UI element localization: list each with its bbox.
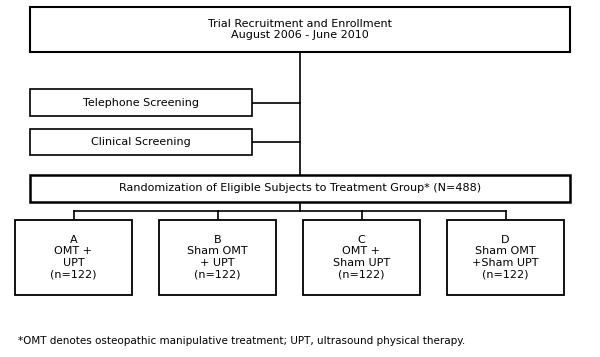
FancyBboxPatch shape [159, 220, 276, 295]
FancyBboxPatch shape [30, 129, 252, 155]
FancyBboxPatch shape [30, 89, 252, 116]
Text: Trial Recruitment and Enrollment
August 2006 - June 2010: Trial Recruitment and Enrollment August … [208, 19, 392, 40]
FancyBboxPatch shape [15, 220, 132, 295]
Text: Clinical Screening: Clinical Screening [91, 137, 191, 147]
Text: A
OMT +
UPT
(n=122): A OMT + UPT (n=122) [50, 235, 97, 280]
Text: C
OMT +
Sham UPT
(n=122): C OMT + Sham UPT (n=122) [333, 235, 390, 280]
Text: B
Sham OMT
+ UPT
(n=122): B Sham OMT + UPT (n=122) [187, 235, 248, 280]
Text: Randomization of Eligible Subjects to Treatment Group* (N=488): Randomization of Eligible Subjects to Tr… [119, 183, 481, 193]
FancyBboxPatch shape [447, 220, 564, 295]
Text: Telephone Screening: Telephone Screening [83, 97, 199, 108]
FancyBboxPatch shape [303, 220, 420, 295]
Text: D
Sham OMT
+Sham UPT
(n=122): D Sham OMT +Sham UPT (n=122) [472, 235, 539, 280]
Text: *OMT denotes osteopathic manipulative treatment; UPT, ultrasound physical therap: *OMT denotes osteopathic manipulative tr… [18, 336, 465, 346]
FancyBboxPatch shape [30, 175, 570, 202]
FancyBboxPatch shape [30, 7, 570, 52]
